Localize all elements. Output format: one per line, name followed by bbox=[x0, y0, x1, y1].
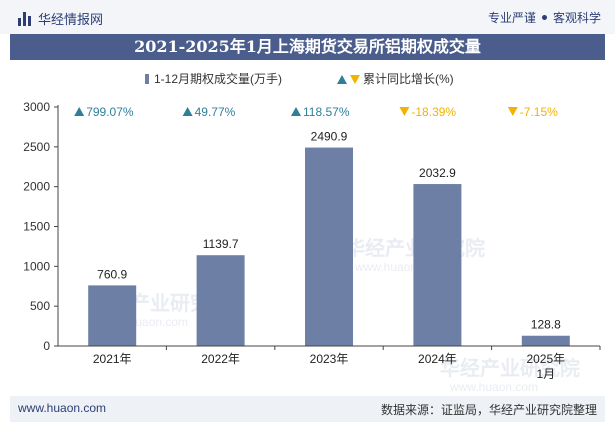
growth-value-label: 49.77% bbox=[195, 105, 236, 119]
legend-up-triangle-icon bbox=[337, 75, 347, 84]
y-axis: 0 500 1000 1500 2000 2500 3000 bbox=[23, 100, 59, 353]
brand[interactable]: 华经情报网 bbox=[18, 9, 103, 28]
slogan: 专业严谨 客观科学 bbox=[488, 9, 601, 26]
watermark-text: 华经产业研究院 bbox=[440, 356, 580, 380]
bar bbox=[88, 285, 137, 346]
growth-up-triangle-icon bbox=[291, 107, 301, 116]
x-tick-label: 2022年 bbox=[201, 352, 240, 366]
x-tick-label: 1月 bbox=[536, 367, 555, 381]
brand-name: 华经情报网 bbox=[38, 12, 104, 27]
y-tick-label: 0 bbox=[43, 339, 50, 353]
footer-url[interactable]: www.huaon.com bbox=[18, 401, 107, 415]
bars: 760.9 1139.7 2490.9 2032.9 128.8 bbox=[88, 130, 570, 346]
slogan-right: 客观科学 bbox=[552, 11, 601, 25]
y-tick-label: 2000 bbox=[23, 180, 50, 194]
watermark-url: www.huaon.com bbox=[449, 380, 538, 394]
x-tick-label: 2023年 bbox=[310, 352, 349, 366]
bar-value-label: 2490.9 bbox=[311, 130, 348, 144]
growth-value-label: 118.57% bbox=[303, 105, 350, 119]
data-source: 数据来源：证监局，华经产业研究院整理 bbox=[380, 403, 597, 417]
growth-value-label: -7.15% bbox=[520, 105, 558, 119]
y-tick-label: 500 bbox=[30, 299, 50, 313]
y-tick-label: 3000 bbox=[23, 100, 50, 114]
growth-down-triangle-icon bbox=[507, 107, 518, 116]
bar-value-label: 760.9 bbox=[97, 267, 127, 281]
y-tick-label: 1500 bbox=[23, 220, 50, 234]
growth-value-label: -18.39% bbox=[411, 105, 456, 119]
bar bbox=[305, 147, 353, 346]
growth-up-triangle-icon bbox=[182, 107, 193, 116]
legend-growth-label: 累计同比增长(%) bbox=[363, 72, 454, 86]
legend-bar-label: 1-12月期权成交量(万手) bbox=[154, 71, 282, 86]
bullet-dot-icon bbox=[541, 15, 547, 21]
y-tick-label: 1000 bbox=[23, 259, 50, 273]
chart-title: 2021-2025年1月上海期货交易所铝期权成交量 bbox=[10, 34, 605, 60]
x-tick-label: 2021年 bbox=[93, 352, 132, 366]
bar-value-label: 2032.9 bbox=[419, 166, 456, 180]
x-axis: 2021年 2022年 2023年 2024年 2025年1月 bbox=[58, 345, 601, 381]
bar-value-label: 128.8 bbox=[531, 318, 561, 332]
x-tick-label: 2024年 bbox=[418, 352, 457, 366]
slogan-left: 专业严谨 bbox=[487, 11, 536, 25]
legend: 1-12月期权成交量(万手) 累计同比增长(%) bbox=[145, 71, 454, 86]
bar-value-label: 1139.7 bbox=[203, 237, 239, 251]
bar bbox=[521, 335, 570, 346]
footer: www.huaon.com 数据来源：证监局，华经产业研究院整理 bbox=[10, 396, 605, 422]
top-bar: 华经情报网 专业严谨 客观科学 bbox=[0, 0, 615, 34]
bar bbox=[196, 255, 245, 346]
growth-value-label: 799.07% bbox=[86, 105, 134, 119]
y-tick-label: 2500 bbox=[23, 140, 50, 154]
legend-down-triangle-icon bbox=[350, 75, 360, 84]
growth-down-triangle-icon bbox=[399, 107, 410, 116]
bar-chart: 华经产业研究院www.huaon.com华经产业研究院www.huaon.com… bbox=[23, 71, 601, 394]
x-tick-label: 2025年 bbox=[526, 352, 565, 366]
bar bbox=[413, 184, 462, 346]
logo-bars-icon bbox=[18, 11, 32, 26]
growth-up-triangle-icon bbox=[74, 107, 85, 116]
legend-bar-swatch bbox=[145, 74, 149, 84]
growth-labels: 799.07% 49.77% 118.57% -18.39% -7.15% bbox=[74, 105, 558, 119]
